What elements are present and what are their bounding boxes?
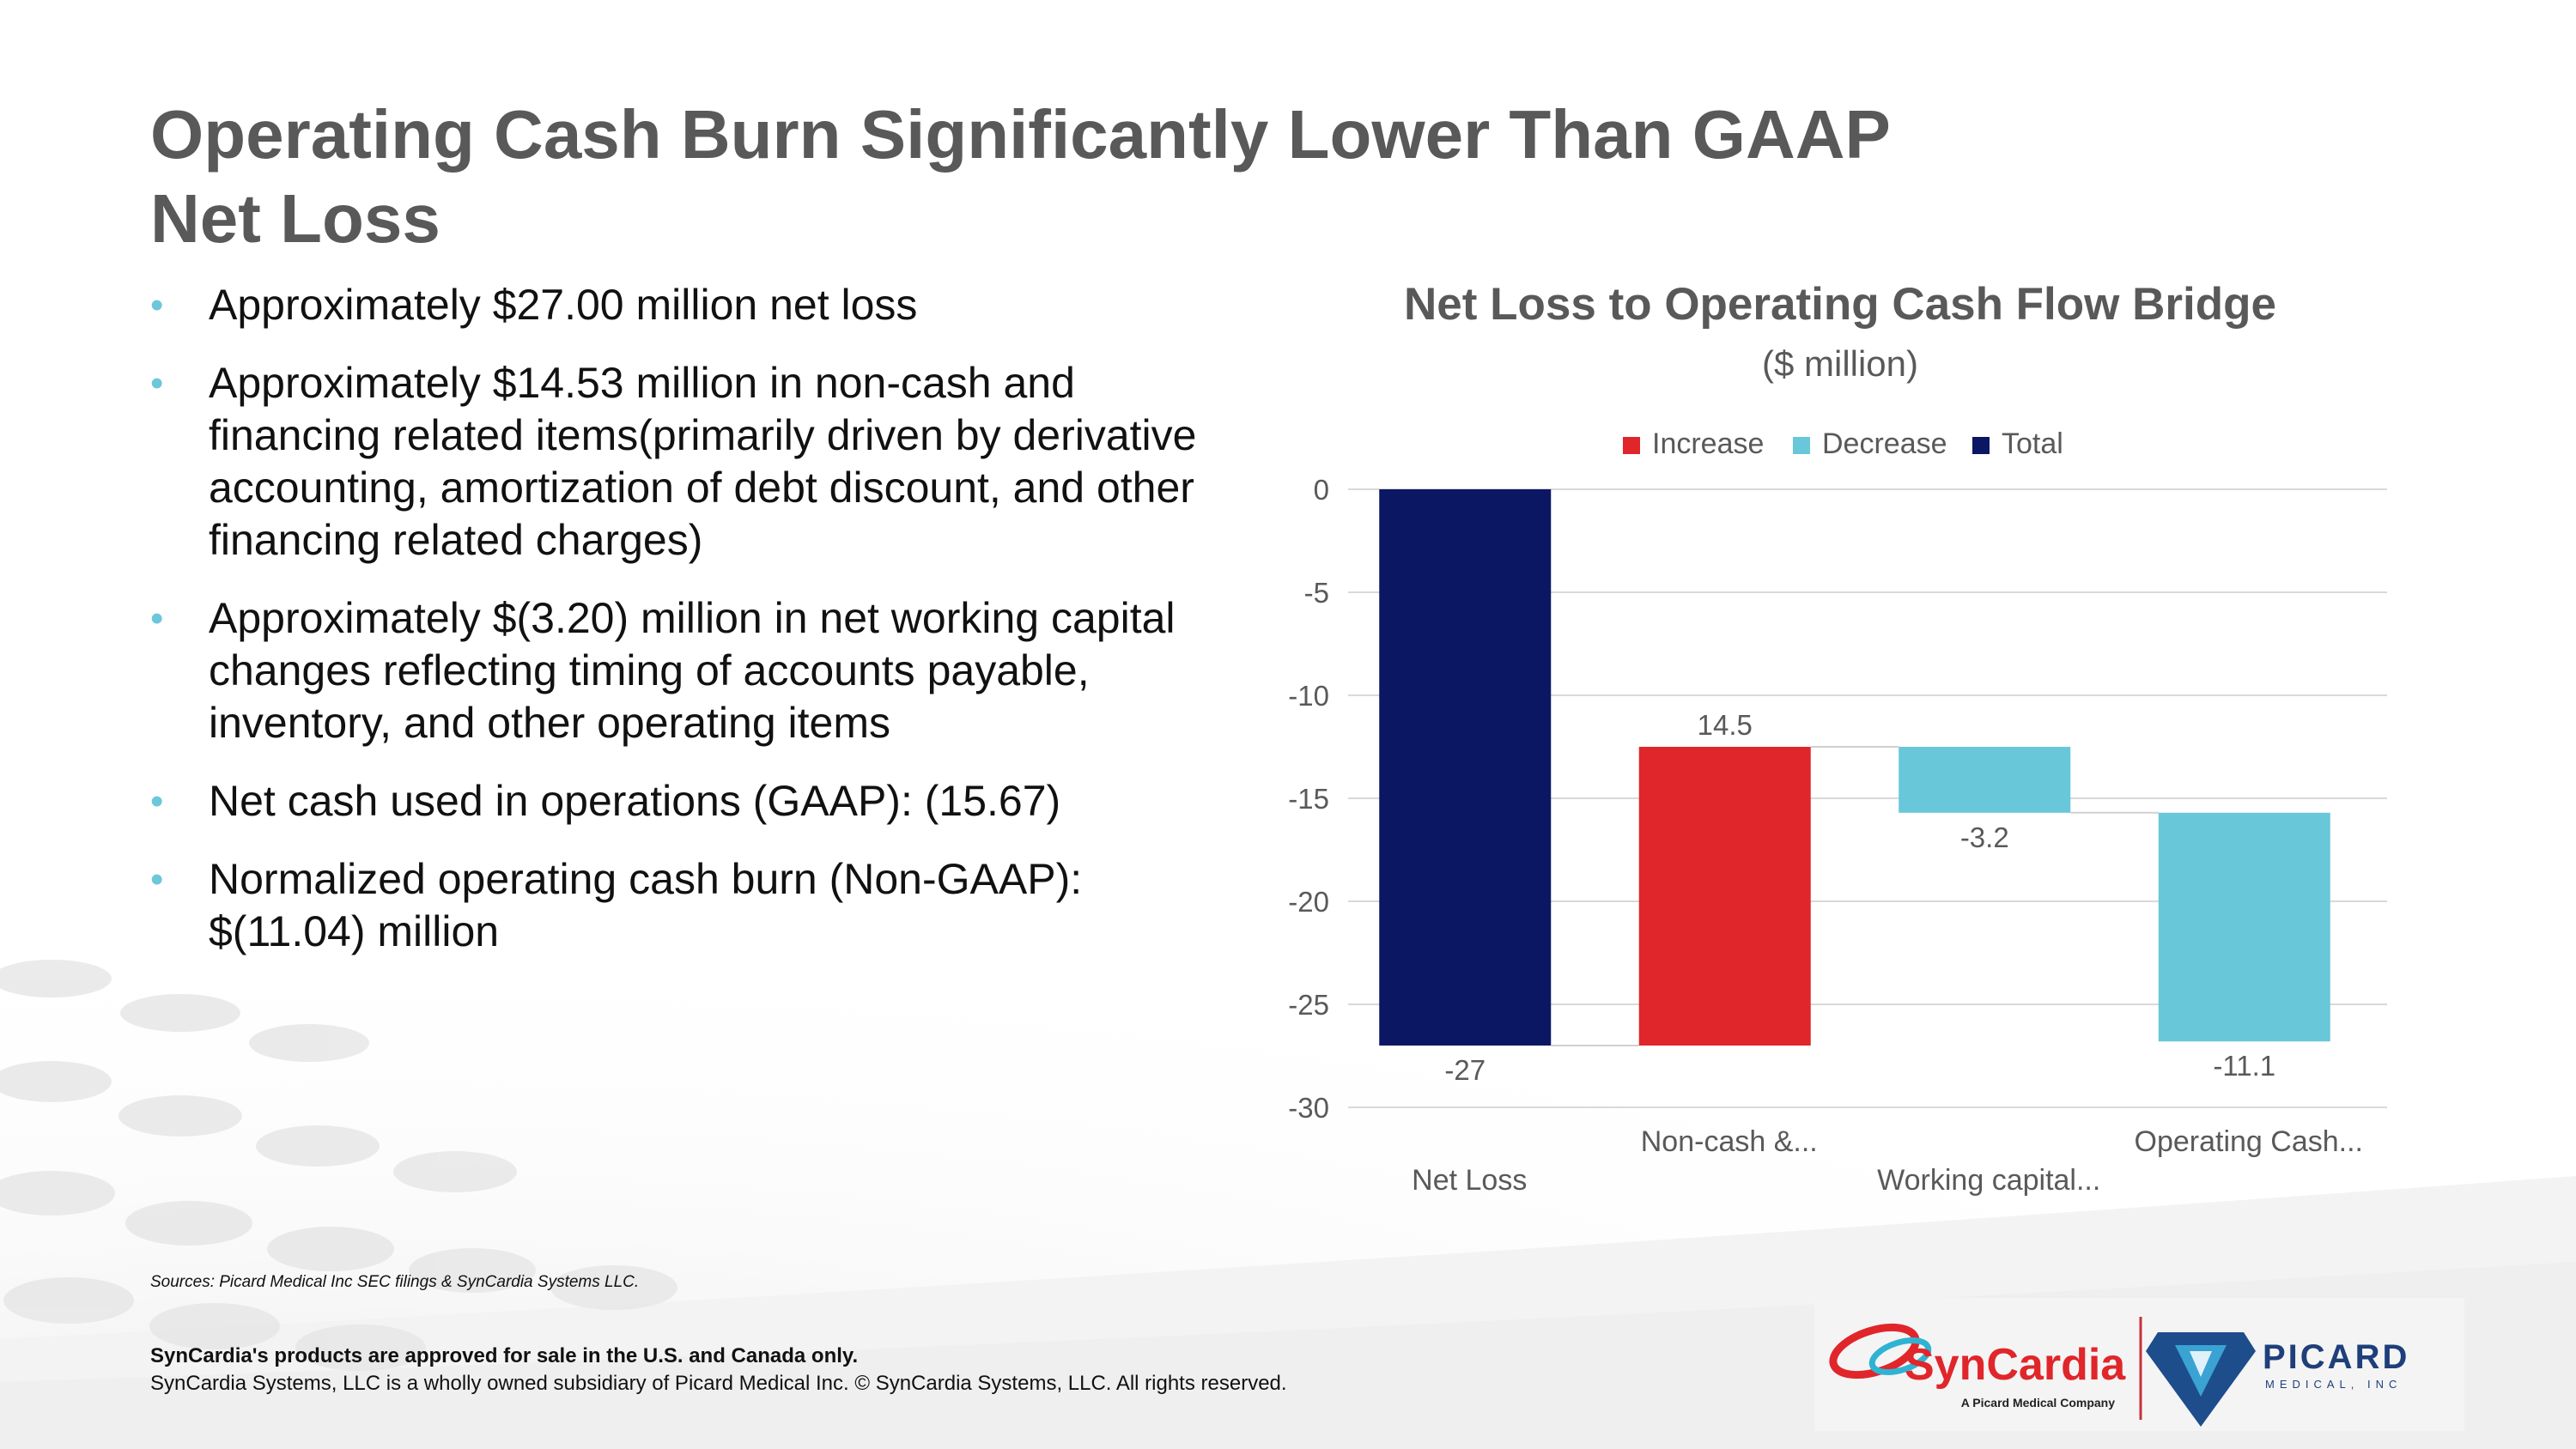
bullet-text: Normalized operating cash burn (Non-GAAP… (209, 855, 1083, 955)
data-label-non-cash: 14.5 (1698, 709, 1753, 741)
syncardia-tagline: A Picard Medical Company (1961, 1396, 2115, 1410)
legend-label-decrease: Decrease (1822, 427, 1947, 460)
syncardia-name: SynCardia (1905, 1340, 2126, 1390)
waterfall-chart: Net Loss to Operating Cash Flow Bridge (… (1288, 279, 2387, 1197)
partner-logos: SynCardia A Picard Medical Company PICAR… (1814, 1298, 2464, 1431)
bullet-dot-icon: • (150, 362, 164, 404)
bar-non-cash (1638, 747, 1811, 1046)
bullet-text: Net cash used in operations (GAAP): (15.… (209, 777, 1061, 825)
picard-logo: PICARD MEDICAL, INC (2146, 1332, 2409, 1427)
picard-sub: MEDICAL, INC (2265, 1378, 2402, 1391)
bar-working-capital (1899, 747, 2071, 813)
bullet-item: • Approximately $27.00 million net loss (150, 279, 1215, 331)
chart-subtitle: ($ million) (1762, 343, 1918, 384)
title-line-2: Net Loss (150, 180, 440, 257)
y-tick-label: -5 (1304, 577, 1329, 609)
bullet-item: • Normalized operating cash burn (Non-GAA… (150, 853, 1215, 958)
sources-note: Sources: Picard Medical Inc SEC filings … (150, 1273, 640, 1291)
bullet-dot-icon: • (150, 858, 164, 900)
bullet-list: • Approximately $27.00 million net loss •… (150, 279, 1215, 984)
x-tick-label: Operating Cash... (2135, 1125, 2363, 1158)
bullet-text: Approximately $(3.20) million in net wor… (209, 594, 1176, 747)
y-tick-label: -15 (1288, 783, 1329, 815)
footer-approval-text: SynCardia's products are approved for sa… (150, 1344, 859, 1367)
title-line-1: Operating Cash Burn Significantly Lower … (150, 96, 1891, 173)
x-axis: Net Loss Non-cash &... Working capital... O… (1412, 1125, 2363, 1197)
legend-label-increase: Increase (1652, 427, 1764, 460)
x-tick-label: Net Loss (1412, 1164, 1527, 1197)
bullet-dot-icon: • (150, 597, 164, 640)
chart-legend: Increase Decrease Total (1623, 427, 2063, 460)
y-tick-label: -20 (1288, 886, 1329, 918)
legend-label-total: Total (2002, 427, 2063, 460)
data-label-working-capital: -3.2 (1960, 822, 2009, 853)
bar-operating-cash (2158, 812, 2330, 1042)
syncardia-logo: SynCardia A Picard Medical Company (1829, 1323, 2126, 1410)
legend-swatch-total (1972, 437, 1990, 454)
bullet-item: • Approximately $14.53 million in non-cas… (150, 357, 1215, 567)
bullet-text: Approximately $27.00 million net loss (209, 281, 918, 329)
bullet-dot-icon: • (150, 284, 164, 326)
chart-bars: -27 14.5 -3.2 -11.1 (1379, 489, 2330, 1086)
chart-title: Net Loss to Operating Cash Flow Bridge (1404, 279, 2276, 330)
legend-swatch-increase (1623, 437, 1640, 454)
bullet-text: Approximately $14.53 million in non-cash… (209, 359, 1197, 564)
bar-net-loss (1379, 489, 1552, 1046)
y-tick-label: -25 (1288, 989, 1329, 1021)
picard-name: PICARD (2263, 1338, 2409, 1376)
x-tick-label: Working capital... (1877, 1164, 2100, 1197)
bullet-item: • Approximately $(3.20) million in net wo… (150, 592, 1215, 749)
footer-copyright-text: SynCardia Systems, LLC is a wholly owned… (150, 1372, 1287, 1395)
x-tick-label: Non-cash &... (1641, 1125, 1818, 1158)
y-tick-label: -10 (1288, 680, 1329, 712)
legend-swatch-decrease (1793, 437, 1810, 454)
page-title: Operating Cash Burn Significantly Lower … (150, 93, 1953, 261)
data-label-operating-cash: -11.1 (2213, 1050, 2275, 1082)
data-label-net-loss: -27 (1444, 1054, 1485, 1086)
y-tick-label: 0 (1314, 474, 1329, 506)
bullet-dot-icon: • (150, 780, 164, 822)
y-axis: 0 -5 -10 -15 -20 -25 -30 (1288, 474, 1329, 1124)
bullet-item: • Net cash used in operations (GAAP): (15… (150, 775, 1215, 828)
y-tick-label: -30 (1288, 1092, 1329, 1124)
